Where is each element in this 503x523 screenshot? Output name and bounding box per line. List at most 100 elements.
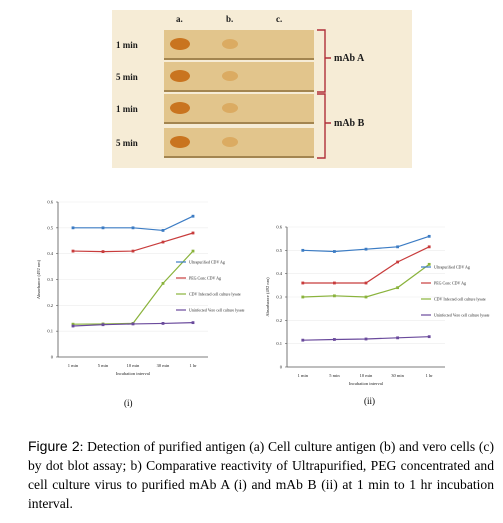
data-point (333, 281, 336, 285)
data-point (71, 322, 75, 326)
y-tick-label: 0 (280, 365, 283, 370)
panel-label-ii: (ii) (364, 396, 375, 406)
data-point (101, 226, 105, 230)
x-tick-label: 10 min (127, 363, 140, 368)
data-point (301, 338, 305, 342)
blot-row-label: 5 min (116, 138, 138, 148)
x-tick-label: 1 min (298, 373, 309, 378)
data-point (161, 229, 165, 232)
x-tick-label: 1 hr (426, 373, 434, 378)
caption-text: : Detection of purified antigen (a) Cell… (28, 439, 494, 511)
y-tick-label: 0 (51, 355, 54, 360)
series-line (302, 263, 430, 298)
blot-column-label: a. (176, 14, 183, 24)
data-point (161, 281, 165, 285)
group-bracket (317, 29, 331, 93)
blot-row-label: 5 min (116, 72, 138, 82)
caption-label: Figure 2 (28, 438, 80, 454)
blot-column-label: b. (226, 14, 233, 24)
data-point (131, 322, 135, 326)
data-point (427, 234, 431, 238)
data-point (396, 245, 399, 249)
data-point (101, 250, 105, 253)
blot-dot (222, 103, 238, 113)
data-point (427, 262, 431, 266)
blot-dot (222, 39, 238, 49)
data-point (301, 248, 305, 252)
y-tick-label: 0.1 (47, 329, 53, 334)
data-point (364, 247, 368, 251)
x-axis-title: Incubation interval (349, 381, 384, 386)
data-point (101, 323, 105, 327)
legend-entry: CDV Infected cell culture lysate (189, 292, 241, 297)
y-tick-label: 0.4 (47, 251, 53, 256)
panel-label-i: (i) (124, 398, 133, 408)
data-point (427, 335, 431, 339)
x-tick-label: 10 min (360, 373, 373, 378)
y-tick-label: 0.5 (47, 225, 53, 230)
data-point (161, 240, 165, 244)
legend-entry: PEG Conc CDV Ag (434, 281, 466, 286)
y-tick-label: 0.6 (276, 225, 282, 230)
group-bracket (317, 93, 331, 159)
y-axis-title: Absorbance (492 nm) (265, 277, 270, 317)
data-point (131, 226, 135, 230)
blot-dot (170, 38, 190, 50)
y-tick-label: 0.6 (47, 200, 53, 205)
data-point (131, 249, 135, 253)
dot-blot-image: 1 min 5 min 1 min 5 min a. b. c. mAb A mAb B (112, 10, 412, 168)
blot-group-label: mAb B (334, 118, 365, 129)
data-point (71, 324, 75, 328)
legend-entry: Uninfected Vero cell culture lysate (434, 313, 490, 318)
data-point (396, 336, 399, 340)
data-point (364, 295, 368, 299)
legend-entry: CDV Infected cell culture lysate (434, 297, 486, 302)
y-tick-label: 0.2 (276, 318, 282, 323)
data-point (191, 249, 195, 253)
data-point (333, 338, 336, 341)
line-chart-mab-a: 0 0.1 0.2 0.3 0.4 0.5 0.6 1 min 5 min 10 min 30 mi… (36, 200, 245, 377)
x-tick-label: 30 min (391, 373, 404, 378)
legend-entry: Uninfected Vero cell culture lysate (189, 308, 245, 313)
legend-entry: PEG Conc CDV Ag (189, 276, 221, 281)
data-point (71, 226, 75, 230)
data-point (301, 281, 305, 285)
y-tick-label: 0.1 (276, 341, 282, 346)
legend-entry: Ultrapurified CDV Ag (189, 260, 225, 265)
legend-entry: Ultrapurified CDV Ag (434, 265, 470, 270)
line-chart-mab-b: 0 0.1 0.2 0.3 0.4 0.5 0.6 1 min 5 min 10 min 30 mi… (265, 225, 490, 387)
blot-row-label: 1 min (116, 104, 138, 114)
series-line (302, 246, 430, 284)
blot-dot (222, 137, 238, 147)
blot-dot (170, 70, 190, 82)
x-tick-label: 1 min (68, 363, 79, 368)
data-point (396, 286, 399, 290)
blot-dot (170, 102, 190, 114)
x-tick-label: 5 min (98, 363, 109, 368)
data-point (333, 294, 336, 298)
x-tick-label: 30 min (157, 363, 170, 368)
blot-group-label: mAb A (334, 53, 365, 64)
y-axis-title: Absorbance (492 nm) (36, 259, 41, 299)
blot-dot (222, 71, 238, 81)
y-tick-label: 0.3 (47, 277, 53, 282)
blot-dot (170, 136, 190, 148)
y-tick-label: 0.5 (276, 248, 282, 253)
data-point (161, 322, 165, 325)
series-line (72, 250, 194, 325)
x-tick-label: 1 hr (189, 363, 197, 368)
figure-caption: Figure 2: Detection of purified antigen … (28, 437, 494, 513)
data-point (364, 337, 368, 341)
y-tick-label: 0.2 (47, 303, 53, 308)
data-point (333, 250, 336, 253)
data-point (427, 245, 431, 249)
y-tick-label: 0.4 (276, 271, 282, 276)
y-tick-label: 0.3 (276, 295, 282, 300)
blot-column-label: c. (276, 14, 282, 24)
x-tick-label: 5 min (329, 373, 340, 378)
data-point (191, 321, 195, 325)
blot-row-label: 1 min (116, 40, 138, 50)
data-point (71, 249, 75, 253)
data-point (191, 214, 195, 218)
series-line (72, 232, 194, 253)
